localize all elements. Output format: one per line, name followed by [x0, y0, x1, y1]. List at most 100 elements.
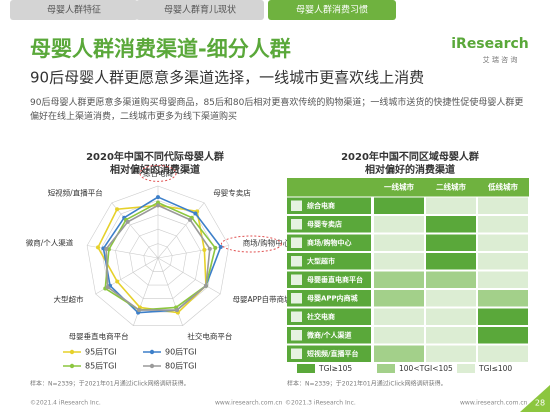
page-number: 28: [535, 399, 545, 408]
radar-point: [203, 283, 208, 288]
radar-ring: [129, 228, 187, 286]
legend-swatch: [457, 364, 475, 373]
table-cell: [374, 234, 424, 251]
table-cell: [374, 345, 424, 362]
radar-point: [156, 200, 160, 205]
radar-axis: [157, 257, 221, 295]
radar-point: [156, 203, 160, 208]
table-cell: [374, 271, 424, 288]
row-icon: [291, 200, 302, 211]
subtitle: 90后母婴人群更愿意多渠道选择，一线城市更喜欢线上消费: [30, 69, 424, 87]
column-header: 二线城市: [436, 181, 466, 191]
row-label: 母婴垂直电商平台: [307, 275, 363, 284]
radar-label: 微商/个人渠道: [26, 237, 74, 247]
row-label: 微商/个人渠道: [306, 330, 352, 339]
radar-series: [105, 204, 211, 311]
legend-label: TGI≤100: [478, 364, 512, 373]
legend-label: 85后TGI: [85, 361, 117, 371]
column-header: 一线城市: [384, 181, 414, 191]
row-icon: [291, 219, 302, 230]
table-cell: [374, 308, 424, 325]
radar-ring: [86, 185, 230, 326]
table-cell: [478, 308, 528, 325]
row-label-bg: [287, 345, 371, 362]
legend-marker: [69, 363, 75, 369]
row-label: 社交电商: [306, 312, 335, 321]
tab[interactable]: [136, 0, 264, 20]
paragraph: 90后母婴人群更愿意多渠道购买母婴商品，85后和80后相对更喜欢传统的购物渠道；…: [30, 98, 524, 122]
radar-title: 2020年中国不同代际母婴人群相对偏好的消费渠道: [86, 150, 224, 176]
row-label-bg: [287, 234, 371, 251]
legend-marker: [69, 349, 75, 355]
row-icon: [291, 311, 302, 322]
row-icon: [291, 330, 302, 341]
radar-label: 商场/购物中心: [243, 237, 291, 247]
tab[interactable]: [10, 0, 138, 20]
table-cell: [426, 253, 476, 270]
table-cell: [426, 216, 476, 233]
footer: ©2021.4 iResearch Inc.: [30, 400, 101, 407]
radar-label: 社交电商平台: [187, 331, 232, 341]
table-cell: [426, 234, 476, 251]
highlight: [139, 164, 177, 182]
table-cell: [478, 197, 528, 214]
radar-ring: [115, 214, 201, 299]
radar-point: [115, 279, 120, 284]
radar-point: [207, 246, 212, 251]
radar-point: [125, 219, 130, 224]
radar-ring: [100, 200, 216, 313]
row-label: 短视频/直播平台: [307, 349, 359, 358]
radar-point: [218, 244, 223, 249]
legend-label: 95后TGI: [85, 347, 117, 357]
footer: ©2021.3 iResearch Inc.: [285, 400, 356, 407]
radar-point: [104, 246, 109, 251]
table-cell: [426, 327, 476, 344]
radar-axis: [111, 202, 159, 259]
radar-point: [202, 247, 207, 252]
legend-swatch: [297, 364, 315, 373]
row-label-bg: [287, 271, 371, 288]
radar-label: 母婴专卖店: [213, 188, 251, 198]
table-cell: [374, 197, 424, 214]
tab-label[interactable]: 母婴人群特征: [47, 4, 101, 16]
legend-marker: [149, 363, 155, 369]
radar-axis: [157, 257, 183, 326]
column-header: 低线城市: [487, 181, 518, 191]
table-cell: [426, 271, 476, 288]
row-label-bg: [287, 253, 371, 270]
legend-marker: [149, 349, 155, 355]
radar-point: [193, 211, 198, 216]
row-label: 母婴专卖店: [307, 219, 342, 228]
table-cell: [374, 327, 424, 344]
radar-series: [102, 196, 222, 314]
radar-point: [96, 245, 101, 250]
radar-axis: [133, 257, 159, 326]
row-icon: [291, 256, 302, 267]
highlight: [220, 235, 282, 253]
tab-label[interactable]: 母婴人群消费习惯: [296, 4, 368, 16]
table-cell: [478, 234, 528, 251]
row-label-bg: [287, 197, 371, 214]
radar-point: [105, 285, 110, 290]
row-label-bg: [287, 216, 371, 233]
tab[interactable]: [268, 0, 396, 20]
table-cell: [426, 197, 476, 214]
radar-label: 综合电商: [143, 168, 173, 178]
legend-label: 100<TGI<105: [399, 364, 453, 373]
table-cell: [426, 345, 476, 362]
table-cell: [374, 290, 424, 307]
table-header-bg: [287, 178, 529, 197]
radar-point: [137, 308, 142, 313]
legend-label: 90后TGI: [165, 347, 197, 357]
footer: www.iresearch.com.cn: [460, 400, 528, 407]
row-label-bg: [287, 327, 371, 344]
radar-label: 大型超市: [54, 294, 84, 304]
title: 母婴人群消费渠道-细分人群: [30, 37, 291, 61]
table-cell: [374, 216, 424, 233]
radar-label: 短视频/直播平台: [48, 188, 103, 198]
legend-label: TGI≥105: [318, 364, 352, 373]
radar-point: [174, 308, 179, 313]
row-icon: [291, 348, 302, 359]
tab-label[interactable]: 母婴人群育儿现状: [164, 4, 236, 16]
